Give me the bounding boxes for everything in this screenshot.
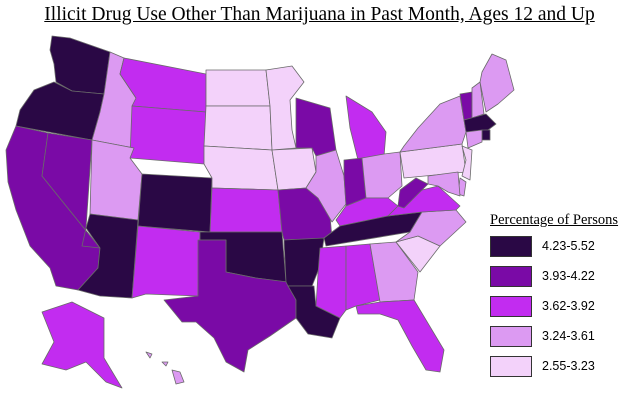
state-wv[interactable] bbox=[397, 177, 429, 209]
legend-item: 2.55-3.23 bbox=[490, 356, 636, 379]
legend-label: 4.23-5.52 bbox=[542, 239, 595, 253]
state-co[interactable] bbox=[137, 173, 213, 233]
state-ak[interactable] bbox=[41, 301, 123, 389]
state-wy[interactable] bbox=[129, 105, 207, 165]
legend-label: 3.62-3.92 bbox=[542, 299, 595, 313]
state-sd[interactable] bbox=[203, 105, 273, 151]
legend-swatch bbox=[490, 326, 532, 347]
state-mt[interactable] bbox=[119, 57, 207, 113]
state-ga[interactable] bbox=[369, 241, 419, 303]
state-la[interactable] bbox=[287, 285, 341, 339]
state-nj[interactable] bbox=[461, 145, 473, 181]
state-md[interactable] bbox=[427, 171, 461, 197]
legend-item: 3.24-3.61 bbox=[490, 326, 636, 349]
legend-title: Percentage of Persons bbox=[490, 212, 619, 228]
state-tx[interactable] bbox=[163, 239, 297, 373]
state-mi[interactable] bbox=[345, 95, 387, 161]
legend-label: 2.55-3.23 bbox=[542, 359, 595, 373]
state-nh[interactable] bbox=[471, 81, 485, 119]
state-ms[interactable] bbox=[315, 245, 347, 319]
state-nd[interactable] bbox=[205, 69, 271, 107]
legend-swatch bbox=[490, 356, 532, 377]
legend-swatch bbox=[490, 236, 532, 257]
legend-item: 3.62-3.92 bbox=[490, 296, 636, 319]
state-il[interactable] bbox=[305, 149, 347, 223]
legend-item: 4.23-5.52 bbox=[490, 236, 636, 259]
state-mn[interactable] bbox=[265, 65, 305, 151]
state-me[interactable] bbox=[479, 53, 515, 113]
state-ks[interactable] bbox=[209, 187, 283, 233]
legend-swatch bbox=[490, 296, 532, 317]
map-title: Illicit Drug Use Other Than Marijuana in… bbox=[44, 4, 595, 25]
legend-swatch bbox=[490, 266, 532, 287]
state-ny[interactable] bbox=[399, 95, 467, 153]
state-wi[interactable] bbox=[295, 97, 337, 157]
legend: Percentage of Persons 4.23-5.52 3.93-4.2… bbox=[490, 212, 636, 377]
state-ne[interactable] bbox=[203, 145, 279, 191]
state-hi[interactable] bbox=[145, 351, 185, 385]
state-ct[interactable] bbox=[465, 129, 483, 149]
legend-label: 3.93-4.22 bbox=[542, 269, 595, 283]
state-fl[interactable] bbox=[355, 299, 445, 373]
state-ma[interactable] bbox=[463, 113, 497, 133]
state-nm[interactable] bbox=[131, 225, 201, 299]
legend-item: 3.93-4.22 bbox=[490, 266, 636, 289]
state-al[interactable] bbox=[345, 243, 381, 311]
state-ri[interactable] bbox=[481, 129, 491, 141]
state-oh[interactable] bbox=[361, 151, 403, 199]
legend-label: 3.24-3.61 bbox=[542, 329, 595, 343]
